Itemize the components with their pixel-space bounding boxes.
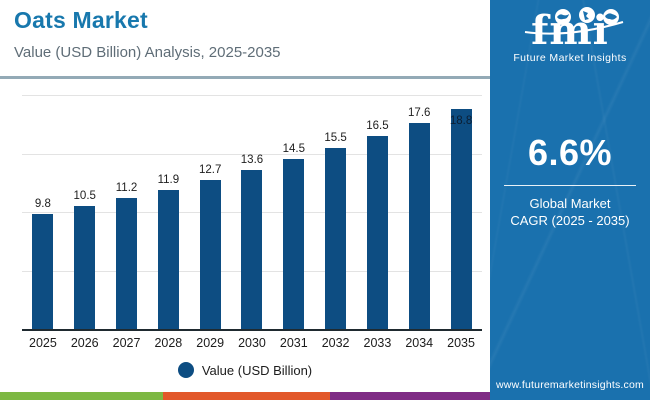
header: Oats Market Value (USD Billion) Analysis… [0, 0, 490, 77]
bar-cell-2025: 9.8 [22, 95, 64, 329]
x-axis-label-2033: 2033 [363, 336, 392, 350]
bar-cell-2028: 11.9 [147, 95, 189, 329]
fmi-logo-tagline: Future Market Insights [513, 52, 627, 64]
bar-value-label-2031: 14.5 [282, 143, 305, 156]
bar-value-label-2027: 11.2 [115, 181, 138, 194]
gridline-20 [22, 95, 482, 96]
bar-2028 [157, 189, 179, 329]
bar-cell-2034: 17.6 [398, 95, 440, 329]
bar-cell-2030: 13.6 [231, 95, 273, 329]
footer-color-strip [0, 392, 490, 400]
fmi-logo: fmi Future Market Insights [490, 6, 650, 64]
strip-orange-segment [163, 392, 330, 400]
bar-cell-2029: 12.7 [189, 95, 231, 329]
x-axis-labels: 2025 2026 2027 2028 2029 2030 2031 2032 2033 2034… [22, 336, 482, 350]
strip-purple-segment [330, 392, 490, 400]
bar-value-label-2026: 10.5 [73, 190, 96, 203]
bar-cell-2033: 16.5 [357, 95, 399, 329]
bar-value-label-2032: 15.5 [324, 131, 347, 144]
x-axis-label-2035: 2035 [447, 336, 475, 350]
bar-2035 [450, 109, 472, 329]
bar-2034 [408, 123, 430, 329]
strip-green-segment [0, 392, 163, 400]
bar-2026 [74, 206, 96, 329]
bar-2031 [283, 159, 305, 329]
page-subtitle: Value (USD Billion) Analysis, 2025-2035 [14, 44, 281, 61]
bar-value-label-2035: 18.8 [449, 115, 473, 128]
fmi-logo-text: fmi [531, 7, 609, 54]
x-axis-label-2034: 2034 [405, 336, 434, 350]
cagr-divider [504, 185, 636, 186]
legend: Value (USD Billion) [0, 362, 490, 378]
website-link[interactable]: www.futuremarketinsights.com [496, 379, 644, 391]
gridline-15 [22, 153, 482, 155]
bar-value-label-2030: 13.6 [240, 153, 264, 166]
x-axis-label-2026: 2026 [70, 336, 99, 350]
fmi-logo-globes-icon [524, 7, 624, 35]
x-axis-label-2028: 2028 [154, 336, 183, 350]
bar-cell-2027: 11.2 [106, 95, 148, 329]
bar-value-label-2025: 9.8 [34, 198, 51, 211]
header-divider [0, 76, 490, 79]
legend-label: Value (USD Billion) [201, 362, 313, 378]
cagr-block: 6.6% Global Market CAGR (2025 - 2035) [490, 132, 650, 230]
bar-cell-2032: 15.5 [315, 95, 357, 329]
bar-2030 [241, 169, 263, 329]
page-title: Oats Market [14, 7, 148, 33]
bar-cell-2035: 18.8 [440, 95, 482, 329]
x-axis-label-2032: 2032 [321, 336, 350, 350]
bar-2032 [325, 147, 347, 329]
bar-value-label-2028: 11.9 [157, 173, 180, 186]
x-axis-label-2027: 2027 [112, 336, 141, 350]
legend-dot-icon [177, 362, 194, 378]
bar-2029 [199, 180, 221, 329]
cagr-line1: Global Market [529, 196, 611, 211]
x-axis-label-2029: 2029 [196, 336, 225, 350]
bar-cell-2031: 14.5 [273, 95, 315, 329]
cagr-line2: CAGR (2025 - 2035) [510, 212, 630, 228]
bars-container: 9.8 10.5 11.2 11.9 12.7 13.6 14.5 15.5 16.5 17.6 1… [22, 95, 482, 329]
bar-chart: 9.8 10.5 11.2 11.9 12.7 13.6 14.5 15.5 16.5 17.6 1… [22, 95, 482, 331]
bar-value-label-2029: 12.7 [198, 164, 222, 177]
bar-2027 [116, 197, 138, 329]
bar-value-label-2034: 17.6 [408, 107, 431, 120]
bar-2033 [366, 135, 388, 329]
bar-value-label-2033: 16.5 [366, 119, 389, 132]
x-axis-label-2025: 2025 [29, 336, 57, 350]
x-axis-label-2031: 2031 [279, 336, 308, 350]
bar-2025 [32, 214, 54, 329]
sidebar: fmi Future Market Insights 6.6% Global M… [490, 0, 650, 400]
cagr-value: 6.6% [527, 132, 613, 173]
x-axis-label-2030: 2030 [238, 336, 266, 350]
bar-cell-2026: 10.5 [64, 95, 106, 329]
